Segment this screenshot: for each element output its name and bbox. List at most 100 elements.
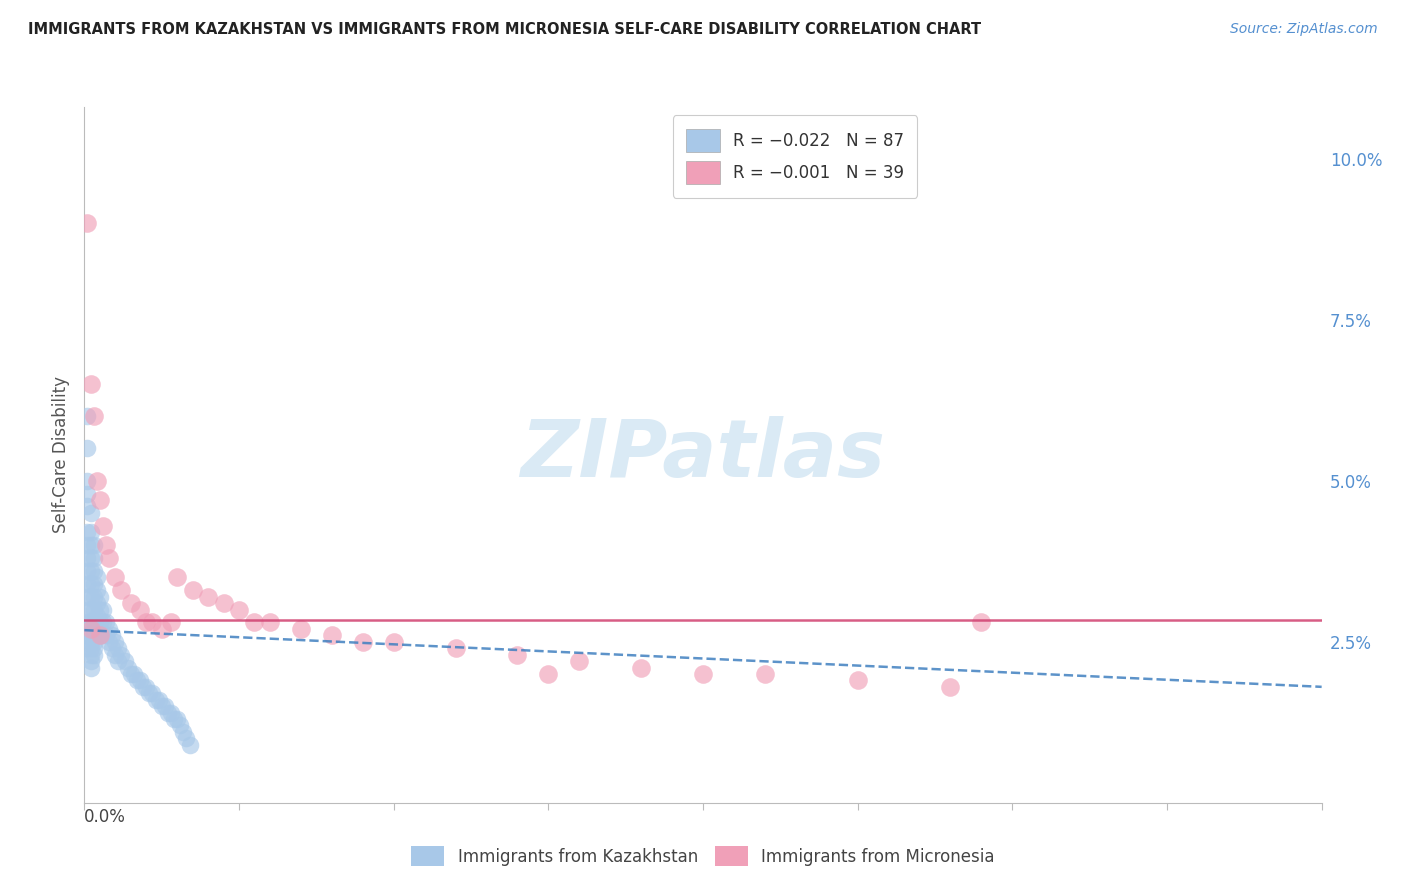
Point [89,628,111,642]
Point [91,628,114,642]
Point [107,654,129,668]
Point [122,667,145,681]
Point [89,602,111,616]
Point [76,551,98,566]
Point [86,609,108,624]
Point [83,641,105,656]
Point [76,216,98,230]
Point [83,538,105,552]
Point [939,680,962,694]
Point [110,583,132,598]
Point [83,602,105,616]
Point [89,628,111,642]
Point [321,628,343,642]
Point [141,615,163,630]
Point [444,641,467,656]
Point [76,628,98,642]
Point [169,718,191,732]
Point [83,564,105,578]
Point [506,648,529,662]
Point [135,680,157,694]
Point [79,602,101,616]
Point [76,564,98,578]
Point [79,654,101,668]
Point [91,615,114,630]
Point [153,699,176,714]
Point [79,525,101,540]
Point [89,493,111,508]
Point [79,576,101,591]
Point [79,551,101,566]
Point [150,699,173,714]
Point [172,725,194,739]
Point [91,518,114,533]
Point [290,622,312,636]
Point [91,602,114,616]
Point [76,500,98,514]
Point [166,570,188,584]
Point [79,634,101,648]
Point [86,474,108,488]
Point [160,615,183,630]
Point [94,538,117,552]
Point [181,583,204,598]
Point [86,622,108,636]
Point [110,648,132,662]
Point [76,409,98,424]
Point [76,576,98,591]
Point [120,667,142,681]
Point [86,596,108,610]
Point [79,538,101,552]
Point [94,615,117,630]
Point [148,692,170,706]
Point [104,648,127,662]
Point [76,538,98,552]
Point [156,706,179,720]
Point [107,641,129,656]
Point [117,660,139,674]
Point [135,615,157,630]
Point [382,634,405,648]
Point [83,648,105,662]
Point [145,692,167,706]
Point [76,474,98,488]
Point [76,590,98,604]
Point [166,712,188,726]
Point [129,602,152,616]
Point [83,615,105,630]
Point [76,442,98,456]
Point [86,583,108,598]
Point [138,686,160,700]
Point [83,551,105,566]
Point [692,667,714,681]
Point [568,654,591,668]
Point [94,628,117,642]
Point [179,738,201,752]
Point [79,615,101,630]
Legend: Immigrants from Kazakhstan, Immigrants from Micronesia: Immigrants from Kazakhstan, Immigrants f… [402,838,1004,875]
Point [89,590,111,604]
Point [86,570,108,584]
Point [754,667,776,681]
Point [129,673,152,688]
Point [160,706,183,720]
Point [79,628,101,642]
Point [104,634,127,648]
Point [212,596,235,610]
Point [98,551,121,566]
Point [98,634,121,648]
Point [141,686,163,700]
Y-axis label: Self-Care Disability: Self-Care Disability [52,376,70,533]
Point [76,486,98,500]
Point [104,570,127,584]
Point [537,667,560,681]
Point [76,615,98,630]
Point [79,377,101,392]
Point [352,634,374,648]
Text: Source: ZipAtlas.com: Source: ZipAtlas.com [1230,22,1378,37]
Point [98,622,121,636]
Point [125,673,148,688]
Text: ZIPatlas: ZIPatlas [520,416,886,494]
Legend: R = −0.022   N = 87, R = −0.001   N = 39: R = −0.022 N = 87, R = −0.001 N = 39 [673,115,917,197]
Point [79,641,101,656]
